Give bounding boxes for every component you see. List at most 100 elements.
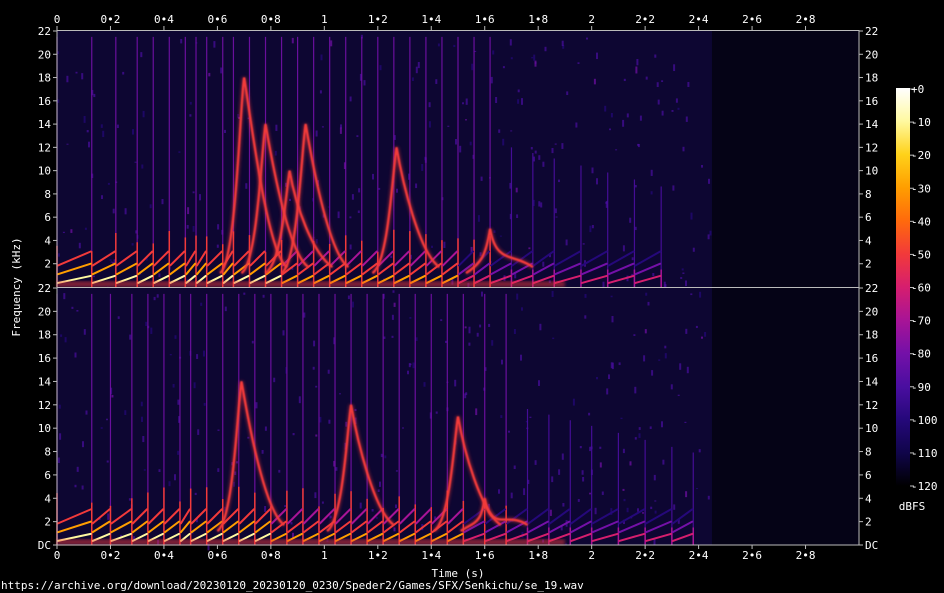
noise-speck — [538, 201, 541, 207]
noise-speck — [349, 216, 352, 219]
harmonic-streak — [196, 262, 207, 276]
noise-speck — [358, 188, 361, 193]
noise-speck — [690, 293, 693, 296]
harmonic-streak — [57, 508, 92, 525]
x-tick-label-top: 0•8 — [261, 13, 281, 26]
noise-speck — [128, 498, 131, 501]
noise-speck — [645, 76, 648, 80]
harmonic-streak — [163, 520, 180, 534]
noise-speck — [431, 245, 433, 248]
harmonic-streak — [179, 520, 191, 534]
noise-speck — [696, 488, 698, 490]
harmonic-streak — [671, 508, 694, 525]
noise-speck — [62, 231, 65, 234]
noise-speck — [315, 239, 318, 244]
noise-speck — [435, 79, 438, 84]
noise-speck — [384, 455, 387, 459]
noise-speck — [708, 178, 710, 184]
harmonic-streak — [91, 520, 111, 534]
noise-speck — [551, 148, 554, 154]
noise-speck — [415, 337, 418, 341]
noise-speck — [682, 272, 685, 274]
harmonic-streak — [185, 262, 197, 276]
noise-speck — [538, 380, 540, 386]
harmonic-streak — [238, 520, 255, 534]
noise-speck — [645, 292, 648, 296]
noise-speck — [555, 216, 558, 218]
y-tick-label-left: 22 — [38, 25, 51, 38]
noise-speck — [661, 110, 664, 116]
noise-speck — [71, 306, 74, 309]
harmonic-streak — [591, 532, 619, 542]
noise-speck — [459, 145, 462, 153]
noise-speck — [66, 75, 69, 83]
harmonic-streak — [249, 250, 266, 267]
y-tick-label-right: 2 — [865, 258, 872, 271]
x-tick-label-bottom: 1 — [321, 549, 328, 562]
noise-speck — [85, 410, 88, 415]
y-tick-label-left: 10 — [38, 165, 51, 178]
noise-speck — [340, 124, 342, 129]
noise-speck — [70, 229, 73, 233]
noise-speck — [59, 433, 62, 440]
noise-speck — [534, 460, 537, 465]
harmonic-streak — [222, 262, 234, 276]
harmonic-streak — [645, 520, 672, 534]
noise-speck — [408, 173, 410, 180]
noise-speck — [142, 110, 145, 118]
y-tick-label-left: 2 — [44, 516, 51, 529]
noise-speck — [81, 73, 84, 80]
noise-speck — [517, 99, 520, 104]
harmonic-streak — [238, 508, 255, 525]
noise-speck — [653, 474, 656, 481]
noise-speck — [644, 329, 647, 334]
sweep-curve — [216, 381, 285, 532]
noise-speck — [81, 485, 84, 490]
noise-speck — [140, 401, 143, 407]
x-tick-label-top: 1•8 — [528, 13, 548, 26]
noise-speck — [245, 183, 248, 189]
y-axis-label: Frequency (kHz) — [10, 237, 23, 336]
noise-speck — [501, 359, 503, 365]
harmonic-streak — [254, 508, 271, 525]
noise-speck — [203, 350, 205, 357]
noise-speck — [455, 139, 457, 145]
noise-speck — [75, 71, 78, 74]
harmonic-streak — [409, 250, 426, 267]
noise-speck — [314, 492, 317, 499]
noise-speck — [158, 273, 161, 278]
noise-speck — [685, 280, 687, 287]
harmonic-streak — [645, 508, 672, 525]
y-tick-label-right: 6 — [865, 469, 872, 482]
noise-speck — [335, 467, 338, 471]
harmonic-streak — [361, 262, 378, 276]
noise-speck — [395, 504, 397, 509]
colorbar-tick-label: -70 — [911, 315, 931, 328]
noise-speck — [60, 334, 63, 337]
y-tick-label-right: 16 — [865, 95, 878, 108]
noise-speck — [701, 165, 703, 168]
noise-speck — [435, 411, 438, 414]
harmonic-streak — [548, 520, 571, 534]
noise-speck — [101, 195, 103, 200]
x-tick-label-bottom: 2•8 — [796, 549, 816, 562]
noise-speck — [278, 469, 281, 473]
noise-speck — [599, 446, 602, 449]
y-tick-label-left: 10 — [38, 422, 51, 435]
harmonic-streak — [131, 520, 148, 534]
noise-speck — [132, 129, 134, 135]
noise-speck — [217, 429, 220, 431]
colorbar-tick-label: -90 — [911, 381, 931, 394]
noise-speck — [213, 41, 216, 48]
noise-speck — [529, 416, 532, 418]
harmonic-streak — [351, 508, 368, 525]
harmonic-streak — [302, 520, 319, 534]
noise-speck — [234, 471, 237, 475]
harmonic-streak — [554, 250, 581, 267]
noise-speck — [292, 433, 295, 436]
x-tick-label-bottom: 0•2 — [101, 549, 121, 562]
y-tick-label-left: 12 — [38, 141, 51, 154]
noise-speck — [428, 121, 431, 128]
noise-speck — [328, 419, 331, 424]
noise-speck — [197, 429, 200, 435]
